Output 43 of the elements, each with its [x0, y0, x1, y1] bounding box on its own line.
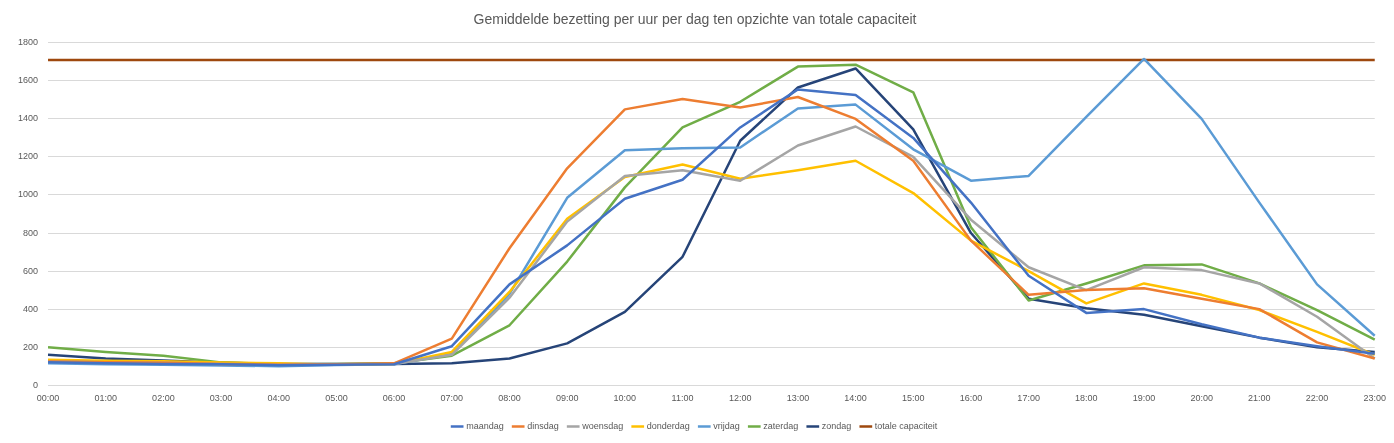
x-tick-label: 18:00 — [1075, 393, 1098, 404]
x-tick-label: 13:00 — [786, 393, 810, 404]
y-tick-label: 800 — [22, 227, 39, 238]
x-tick-label: 06:00 — [382, 393, 406, 404]
x-tick-label: 00:00 — [36, 393, 60, 404]
legend-label: zaterdag — [763, 420, 799, 431]
x-tick-label: 17:00 — [1017, 393, 1040, 404]
x-tick-label: 23:00 — [1363, 393, 1386, 404]
x-tick-label: 02:00 — [152, 393, 175, 404]
legend-label: vrijdag — [713, 420, 740, 431]
y-tick-label: 400 — [22, 303, 39, 314]
y-tick-label: 1400 — [17, 113, 39, 124]
x-tick-label: 09:00 — [555, 393, 579, 404]
x-tick-label: 15:00 — [902, 393, 925, 404]
x-tick-label: 22:00 — [1305, 393, 1329, 404]
x-tick-label: 04:00 — [267, 393, 291, 404]
chart-title: Gemiddelde bezetting per uur per dag ten opzichte van totale capaciteit — [473, 11, 917, 28]
x-tick-label: 20:00 — [1190, 393, 1213, 404]
y-tick-label: 1000 — [17, 189, 39, 200]
y-tick-label: 1800 — [17, 37, 39, 48]
x-tick-label: 07:00 — [440, 393, 464, 404]
x-tick-label: 21:00 — [1248, 393, 1271, 404]
y-tick-label: 200 — [22, 341, 39, 352]
x-tick-label: 10:00 — [613, 393, 637, 404]
x-tick-label: 03:00 — [209, 393, 233, 404]
y-tick-label: 1200 — [17, 151, 39, 162]
legend-label: totale capaciteit — [874, 420, 938, 431]
legend-label: maandag — [466, 420, 504, 431]
legend-label: woensdag — [581, 420, 624, 431]
y-tick-label: 600 — [22, 265, 39, 276]
x-tick-label: 16:00 — [959, 393, 983, 404]
x-tick-label: 14:00 — [844, 393, 867, 404]
legend-label: donderdag — [646, 420, 690, 431]
x-tick-label: 12:00 — [728, 393, 752, 404]
y-tick-label: 1600 — [17, 75, 39, 86]
legend-label: zondag — [821, 420, 852, 431]
y-tick-label: 0 — [33, 379, 39, 390]
x-tick-label: 05:00 — [325, 393, 348, 404]
legend-label: dinsdag — [527, 420, 559, 431]
x-tick-label: 08:00 — [498, 393, 521, 404]
x-tick-label: 01:00 — [94, 393, 117, 404]
x-tick-label: 11:00 — [671, 393, 694, 404]
x-tick-label: 19:00 — [1132, 393, 1156, 404]
